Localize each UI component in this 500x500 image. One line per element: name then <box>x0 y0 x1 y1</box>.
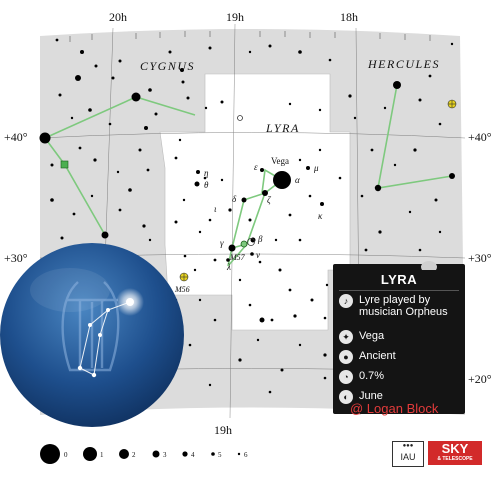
dso-label-m57: M57 <box>229 253 246 262</box>
galaxy-marker <box>237 115 243 121</box>
info-origin-text: Ancient <box>359 350 396 362</box>
cygnus-marker <box>60 160 69 169</box>
star-label-alpha: α <box>295 175 300 185</box>
sky-telescope-logo: SKY & TELESCOPE <box>428 441 482 465</box>
dec-label-30-right: +30° <box>468 251 492 265</box>
dec-label-40-right: +40° <box>468 130 492 144</box>
star-cygnus-gamma <box>131 92 141 102</box>
info-month-text: June <box>359 390 383 402</box>
star-vega <box>273 171 291 189</box>
field-stars <box>50 38 454 394</box>
constellation-info-panel: LYRA ♪ Lyre played by musician Orpheus ✦… <box>333 264 465 414</box>
star-label-delta: δ <box>232 194 237 204</box>
info-row-month: ◐ June <box>339 390 461 404</box>
constellation-label-hercules: HERCULES <box>367 57 440 71</box>
star-label-nu: ν <box>256 250 260 260</box>
info-row-origin: ● Ancient <box>339 350 461 364</box>
named-stars <box>39 81 455 323</box>
star-label-epsilon: ε <box>254 162 258 172</box>
star-hercules <box>393 81 401 89</box>
dso-label-m56: M56 <box>174 285 190 294</box>
copyright-text: @ Logan Block <box>350 401 439 416</box>
dec-label-30-left: +30° <box>4 251 28 265</box>
magnitude-legend: 0 1 2 3 4 5 6 <box>40 444 248 464</box>
constellation-label-lyra: LYRA <box>265 121 300 135</box>
info-divider <box>339 290 459 291</box>
legend-mag-0: 0 <box>64 451 68 459</box>
legend-mag-5: 5 <box>218 451 222 459</box>
legend-mag-6: 6 <box>244 451 248 459</box>
star-label-lambda: λ <box>226 262 231 272</box>
dec-label-20-right: +20° <box>468 372 492 386</box>
info-brightest-star-text: Vega <box>359 330 385 342</box>
star-label-mu: μ <box>313 163 319 173</box>
info-mythology-text: Lyre played by musician Orpheus <box>359 294 448 318</box>
star-label-gamma: γ <box>220 238 224 248</box>
star-label-iota: ι <box>214 204 217 214</box>
lyra-boundary <box>159 73 351 331</box>
info-row-mythology: ♪ Lyre played by musician Orpheus <box>339 294 461 318</box>
star-label-beta: β <box>257 234 263 244</box>
star-label-kappa: κ <box>318 211 323 221</box>
legend-mag-1: 1 <box>100 451 104 459</box>
ra-label-20h: 20h <box>109 10 127 24</box>
ra-label-19h-bottom: 19h <box>214 423 232 437</box>
ra-label-18h: 18h <box>340 10 358 24</box>
planetary-nebula-m57 <box>240 240 248 248</box>
lyre-icon: ♪ <box>339 294 353 308</box>
top-ticks <box>69 31 431 42</box>
legend-mag-4: 4 <box>191 451 195 459</box>
dec-label-40-left: +40° <box>4 130 28 144</box>
area-icon: ◔ <box>339 370 353 384</box>
star-deneb <box>39 132 51 144</box>
double-star-marker <box>247 238 255 246</box>
star-label-theta: θ <box>204 180 209 190</box>
moon-icon <box>421 261 437 270</box>
info-row-brightest-star: ✦ Vega <box>339 330 461 344</box>
info-row-area: ◔ 0.7% <box>339 370 461 384</box>
iau-logo: ●●● IAU <box>392 441 424 467</box>
legend-mag-2: 2 <box>132 451 136 459</box>
star-label-eta: η <box>204 168 209 178</box>
constellation-label-cygnus: CYGNUS <box>140 59 195 73</box>
info-area-text: 0.7% <box>359 370 385 382</box>
info-title: LYRA <box>380 272 418 287</box>
lyra-globe <box>0 243 184 427</box>
origin-icon: ● <box>339 350 353 364</box>
star-label-vega: Vega <box>271 156 289 166</box>
star-icon: ✦ <box>339 330 353 344</box>
ra-label-19h: 19h <box>226 10 244 24</box>
legend-mag-3: 3 <box>163 451 167 459</box>
publisher-logos: ●●● IAU SKY & TELESCOPE <box>392 441 482 467</box>
star-label-zeta: ζ <box>267 195 272 205</box>
month-icon: ◐ <box>339 390 353 404</box>
